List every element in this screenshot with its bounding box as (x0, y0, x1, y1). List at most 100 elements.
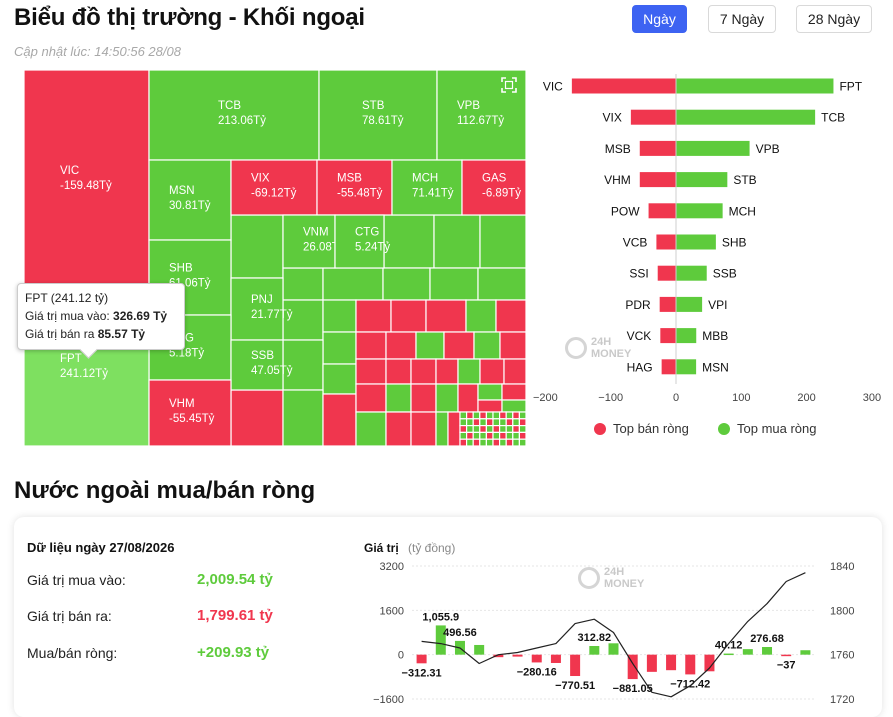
sell-bar-ssi[interactable] (657, 265, 676, 281)
sell-bar-pow[interactable] (648, 203, 676, 219)
net-bar[interactable] (570, 654, 581, 677)
treemap-cell-vic[interactable]: VIC -159.48Tỷ (24, 70, 150, 291)
treemap-cell-tiny[interactable] (466, 425, 474, 434)
treemap-cell-tiny[interactable] (499, 438, 507, 446)
treemap-cell-minor[interactable] (415, 331, 445, 360)
treemap-cell-gas[interactable]: GAS -6.89Tỷ (461, 159, 526, 216)
net-bar[interactable] (531, 654, 542, 663)
treemap-cell-minor[interactable] (282, 339, 324, 391)
treemap-cell-tiny[interactable] (499, 411, 507, 420)
treemap-cell-tiny[interactable] (472, 438, 481, 446)
treemap-cell-tiny[interactable] (472, 411, 481, 420)
treemap-cell-minor[interactable] (383, 214, 435, 269)
sell-bar-vcb[interactable] (656, 234, 676, 250)
sell-bar-vck[interactable] (660, 328, 676, 344)
treemap-cell-minor[interactable] (473, 331, 501, 360)
buy-bar-mbb[interactable] (676, 328, 697, 344)
net-bar[interactable] (704, 654, 715, 672)
treemap-cell-minor[interactable] (495, 299, 526, 333)
buy-bar-vpb[interactable] (676, 140, 750, 156)
treemap-cell-tiny[interactable] (466, 438, 474, 446)
treemap-cell-minor[interactable] (282, 389, 324, 446)
treemap-cell-minor[interactable] (433, 214, 481, 269)
treemap-cell-mch[interactable]: MCH 71.41Tỷ (391, 159, 463, 216)
sell-bar-vic[interactable] (571, 78, 676, 94)
treemap-cell-minor[interactable] (435, 383, 459, 413)
treemap-cell-minor[interactable] (355, 331, 387, 360)
sell-bar-pdr[interactable] (659, 296, 676, 312)
buy-bar-ssb[interactable] (676, 265, 707, 281)
treemap-cell-tiny[interactable] (518, 411, 526, 420)
treemap-cell-ctg[interactable]: CTG 5.24Tỷ (334, 214, 390, 269)
treemap-cell-tiny[interactable] (512, 411, 520, 420)
buy-bar-stb[interactable] (676, 172, 728, 188)
treemap-cell-tiny[interactable] (459, 438, 468, 446)
treemap-cell-tiny[interactable] (505, 418, 514, 427)
treemap-cell-minor[interactable] (382, 267, 431, 301)
sell-bar-vix[interactable] (630, 109, 676, 125)
treemap-cell-tiny[interactable] (459, 425, 468, 434)
treemap-cell-tiny[interactable] (505, 411, 514, 420)
treemap-cell-tcb[interactable]: TCB 213.06Tỷ (148, 70, 320, 161)
treemap-cell-tiny[interactable] (485, 431, 494, 440)
treemap-cell-minor[interactable] (479, 214, 526, 269)
treemap-cell-ssb[interactable]: SSB 47.05Tỷ (230, 339, 293, 391)
treemap-cell-tiny[interactable] (479, 438, 487, 446)
treemap-cell-pnj[interactable]: PNJ 21.77Tỷ (230, 277, 293, 341)
buy-bar-shb[interactable] (676, 234, 716, 250)
treemap-cell-stb[interactable]: STB 78.61Tỷ (318, 70, 438, 161)
treemap-cell-tiny[interactable] (499, 425, 507, 434)
treemap-cell-tiny[interactable] (518, 431, 526, 440)
treemap-cell-tiny[interactable] (479, 411, 487, 420)
tab-day[interactable]: Ngày (632, 5, 687, 33)
treemap-cell-minor[interactable] (355, 383, 387, 413)
treemap-cell-minor[interactable] (477, 399, 503, 413)
treemap-cell-minor[interactable] (457, 358, 481, 385)
treemap-cell-msb[interactable]: MSB -55.48Tỷ (316, 159, 393, 216)
treemap-cell-minor[interactable] (503, 358, 526, 385)
treemap-cell-tiny[interactable] (512, 418, 520, 427)
treemap-cell-minor[interactable] (447, 411, 461, 446)
treemap-cell-minor[interactable] (410, 358, 437, 385)
treemap-cell-vhm[interactable]: VHM -55.45Tỷ (148, 379, 232, 446)
treemap-cell-tiny[interactable] (512, 431, 520, 440)
treemap-cell-minor[interactable] (479, 358, 505, 385)
treemap-cell-tiny[interactable] (472, 425, 481, 434)
buy-bar-fpt[interactable] (676, 78, 834, 94)
treemap-cell-minor[interactable] (282, 267, 324, 301)
treemap-cell-vix[interactable]: VIX -69.12Tỷ (230, 159, 318, 216)
net-bar[interactable] (416, 654, 427, 664)
net-bar[interactable] (474, 644, 485, 655)
treemap-cell-tiny[interactable] (512, 425, 520, 434)
treemap-cell-tiny[interactable] (518, 438, 526, 446)
treemap-cell-tiny[interactable] (459, 418, 468, 427)
treemap-cell-minor[interactable] (322, 267, 384, 301)
expand-icon[interactable] (501, 77, 517, 93)
treemap-cell-minor[interactable] (477, 383, 503, 401)
treemap-cell-tiny[interactable] (459, 411, 468, 420)
treemap-cell-minor[interactable] (385, 411, 412, 446)
net-bar[interactable] (685, 654, 696, 675)
treemap-cell-tiny[interactable] (518, 425, 526, 434)
treemap-cell-minor[interactable] (465, 299, 497, 333)
net-bar[interactable] (666, 654, 677, 671)
treemap-cell-tiny[interactable] (492, 431, 501, 440)
treemap-cell-tiny[interactable] (492, 425, 501, 434)
net-bar[interactable] (550, 654, 561, 663)
net-bar[interactable] (493, 654, 504, 658)
treemap-cell-minor[interactable] (322, 299, 357, 333)
treemap-cell-tiny[interactable] (472, 418, 481, 427)
treemap-cell-tiny[interactable] (466, 431, 474, 440)
buy-bar-mch[interactable] (676, 203, 723, 219)
net-bar[interactable] (608, 643, 619, 655)
treemap-cell-msn[interactable]: MSN 30.81Tỷ (148, 159, 232, 241)
buy-bar-vpi[interactable] (676, 296, 703, 312)
treemap-cell-minor[interactable] (435, 358, 459, 385)
treemap-cell-minor[interactable] (499, 331, 526, 360)
treemap-cell-tiny[interactable] (466, 411, 474, 420)
net-bar[interactable] (627, 654, 638, 680)
net-bar[interactable] (589, 645, 600, 655)
net-bar[interactable] (435, 625, 446, 655)
treemap-cell-minor[interactable] (457, 383, 479, 413)
sell-bar-hag[interactable] (661, 359, 676, 375)
